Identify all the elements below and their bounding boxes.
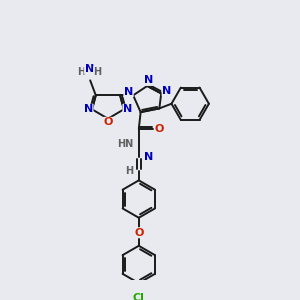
Text: HN: HN <box>118 139 134 149</box>
Text: N: N <box>124 87 133 97</box>
Text: N: N <box>123 104 132 114</box>
Text: H: H <box>77 67 85 77</box>
Text: N: N <box>162 86 171 96</box>
Text: Cl: Cl <box>133 293 145 300</box>
Text: O: O <box>103 117 112 128</box>
Text: N: N <box>143 75 153 85</box>
Text: N: N <box>143 152 153 162</box>
Text: N: N <box>84 104 93 114</box>
Text: O: O <box>134 228 143 238</box>
Text: H: H <box>94 67 102 77</box>
Text: O: O <box>155 124 164 134</box>
Text: H: H <box>125 166 134 176</box>
Text: N: N <box>85 64 94 74</box>
